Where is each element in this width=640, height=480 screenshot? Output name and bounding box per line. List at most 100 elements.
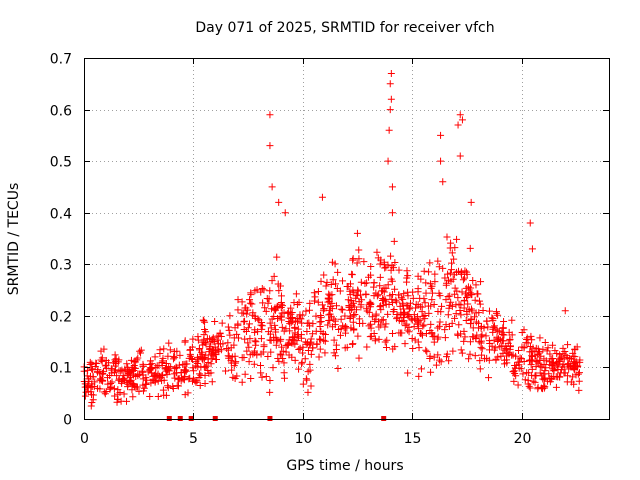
data-point	[495, 327, 503, 335]
data-point	[377, 321, 385, 329]
data-point	[148, 369, 156, 377]
data-point	[462, 316, 470, 324]
data-point	[114, 395, 122, 403]
data-point	[204, 366, 212, 374]
data-point	[567, 363, 575, 371]
data-point	[574, 370, 582, 378]
data-point	[93, 368, 101, 376]
data-point	[425, 268, 433, 276]
data-point	[234, 320, 242, 328]
data-point	[152, 372, 160, 380]
data-point	[434, 324, 442, 332]
data-point	[325, 295, 333, 303]
data-point	[508, 351, 516, 359]
data-point	[201, 318, 209, 326]
data-point	[546, 375, 554, 383]
data-point	[404, 292, 412, 300]
data-point	[560, 355, 568, 363]
data-point	[523, 334, 531, 342]
data-point	[332, 280, 340, 288]
data-point	[561, 369, 569, 377]
data-point	[128, 386, 136, 394]
data-point	[407, 315, 415, 323]
data-point	[430, 332, 438, 340]
data-point	[460, 297, 468, 305]
data-point	[435, 356, 443, 364]
data-point	[456, 111, 464, 119]
data-point	[520, 344, 528, 352]
data-point	[233, 372, 241, 380]
data-point	[241, 335, 249, 343]
data-point	[275, 287, 283, 295]
data-point	[520, 358, 528, 366]
data-point	[257, 335, 265, 343]
data-point	[476, 300, 484, 308]
data-point	[542, 357, 550, 365]
data-point	[403, 301, 411, 309]
data-point	[172, 369, 180, 377]
data-point	[190, 367, 198, 375]
data-point	[458, 288, 466, 296]
data-point	[246, 296, 254, 304]
data-point	[476, 365, 484, 373]
data-point	[248, 300, 256, 308]
data-point	[181, 373, 189, 381]
data-point	[465, 355, 473, 363]
data-point	[379, 316, 387, 324]
data-point	[512, 352, 520, 360]
data-point	[539, 345, 547, 353]
data-point	[280, 309, 288, 317]
data-point	[556, 351, 564, 359]
data-point	[503, 359, 511, 367]
data-point	[571, 358, 579, 366]
data-point	[368, 313, 376, 321]
data-point	[303, 376, 311, 384]
data-point	[245, 320, 253, 328]
data-point	[111, 351, 119, 359]
data-point	[258, 322, 266, 330]
data-point	[298, 360, 306, 368]
data-point	[489, 328, 497, 336]
data-point	[175, 361, 183, 369]
data-point	[429, 333, 437, 341]
data-point	[159, 371, 167, 379]
data-point	[331, 260, 339, 268]
data-point	[199, 341, 207, 349]
data-point	[477, 339, 485, 347]
data-point	[363, 307, 371, 315]
data-point	[201, 380, 209, 388]
data-point	[322, 282, 330, 290]
data-point	[334, 268, 342, 276]
data-point	[500, 317, 508, 325]
axis-ticks	[84, 58, 609, 420]
data-point	[278, 343, 286, 351]
data-point	[296, 344, 304, 352]
data-point	[357, 278, 365, 286]
data-point	[262, 373, 270, 381]
data-point	[537, 352, 545, 360]
data-point	[173, 347, 181, 355]
data-point	[249, 350, 257, 358]
data-point	[129, 393, 137, 401]
data-point	[311, 293, 319, 301]
data-point	[316, 345, 324, 353]
data-point	[449, 347, 457, 355]
data-point	[442, 296, 450, 304]
data-point	[225, 326, 233, 334]
data-point	[536, 362, 544, 370]
data-point	[400, 308, 408, 316]
data-point	[268, 277, 276, 285]
data-point	[395, 316, 403, 324]
data-point	[360, 258, 368, 266]
data-point	[270, 272, 278, 280]
data-point	[200, 363, 208, 371]
data-point	[299, 380, 307, 388]
data-point	[154, 377, 162, 385]
data-point	[479, 307, 487, 315]
data-point	[523, 335, 531, 343]
data-point	[388, 183, 396, 191]
data-point	[541, 367, 549, 375]
y-tick-label: 0.7	[50, 52, 72, 68]
data-point	[371, 337, 379, 345]
data-point	[391, 258, 399, 266]
